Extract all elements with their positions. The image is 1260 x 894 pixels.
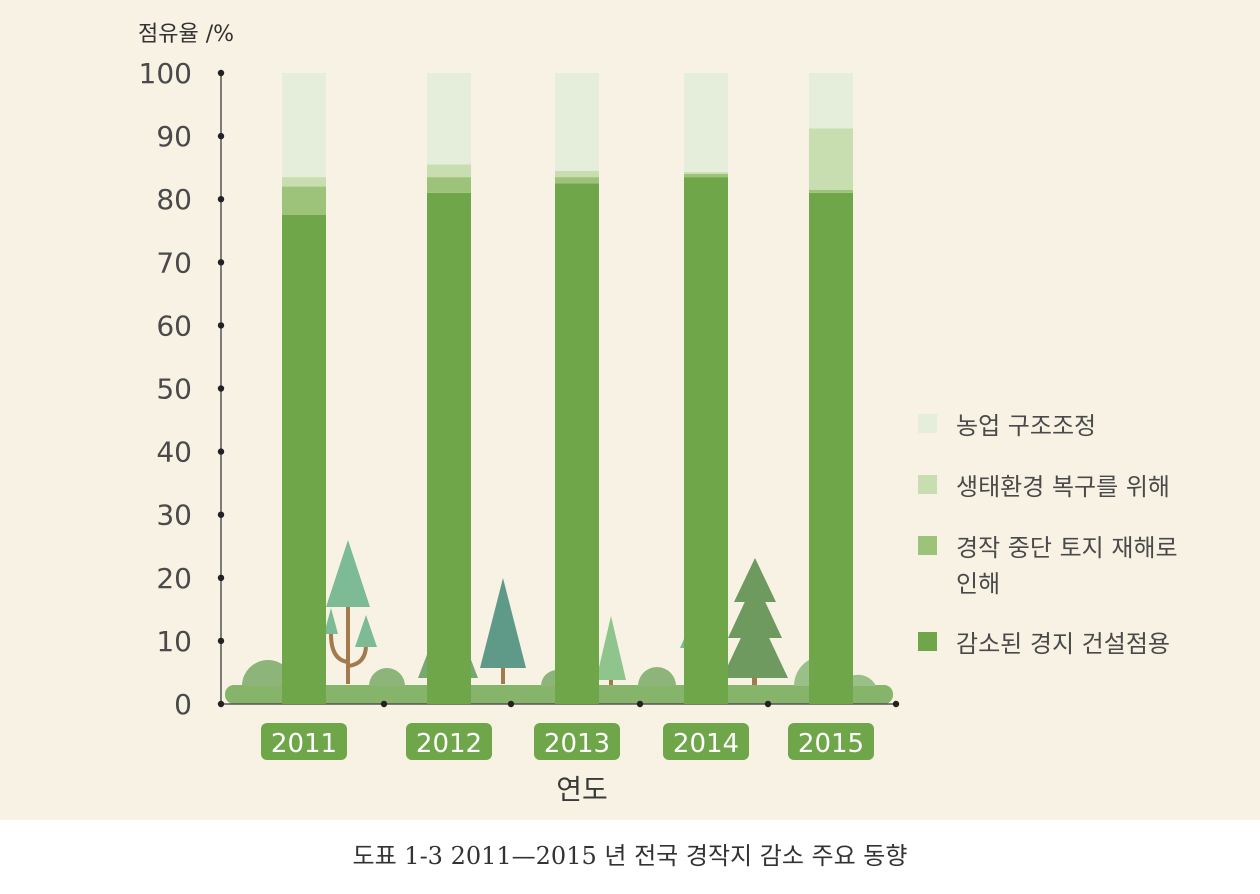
bar-segment-2014-s2 [684, 172, 728, 174]
y-tick-dot [217, 69, 225, 77]
y-tick-label: 30 [156, 499, 192, 532]
y-tick-dot [217, 322, 225, 329]
bush-icon [369, 668, 405, 686]
y-tick-dot [217, 574, 225, 581]
bar-segment-2012-s1 [427, 177, 471, 193]
y-tick-label: 20 [156, 562, 192, 595]
chart-panel: 0 10 20 30 40 50 60 70 80 90 100 점유율 /% 연도 2011 2012 2… [0, 0, 1260, 820]
legend-swatch [918, 536, 937, 555]
x-axis-label: 연도 [556, 773, 608, 806]
bar-segment-2012-s0 [427, 192, 471, 704]
y-tick-label: 100 [139, 57, 192, 90]
tree-icon [596, 616, 626, 685]
x-tick-label: 2015 [798, 729, 864, 759]
y-tick-dot [217, 196, 225, 203]
legend-swatch [918, 632, 937, 651]
y-tick-dot [217, 448, 225, 455]
bush-icon [638, 667, 676, 686]
y-tick-dot [217, 637, 225, 645]
legend-swatch [918, 414, 937, 433]
y-tick-label: 70 [156, 246, 192, 279]
tree-icon [324, 540, 377, 684]
bar-segment-2013-s1 [555, 177, 599, 184]
bars [282, 73, 853, 705]
y-tick-label: 50 [156, 373, 192, 406]
bar-segment-2015-s3 [809, 73, 853, 129]
bar-segment-2012-s2 [427, 164, 471, 178]
legend-label: 감소된 경지 건설점용 [956, 630, 1170, 658]
bar-segment-2012-s3 [427, 73, 471, 165]
bar-segment-2014-s3 [684, 73, 728, 173]
figure-caption: 도표 1-3 2011—2015 년 전국 경작지 감소 주요 동향 [352, 842, 908, 870]
bar-segment-2015-s2 [809, 128, 853, 190]
y-tick-label: 90 [156, 120, 192, 153]
tree-icon [480, 578, 526, 684]
x-category-badge [788, 723, 874, 760]
y-tick-dot [217, 700, 225, 708]
axes: 0 10 20 30 40 50 60 70 80 90 100 점유율 /% 연도 [138, 22, 900, 806]
y-tick-dot [217, 511, 225, 518]
x-category-badge [406, 723, 492, 760]
bar-segment-2011-s3 [282, 73, 326, 178]
x-tick-label: 2014 [673, 729, 739, 759]
bar-segment-2015-s1 [809, 189, 853, 193]
y-tick-label: 10 [156, 625, 192, 658]
x-category-badge [663, 723, 749, 760]
bar-segment-2015-s0 [809, 192, 853, 704]
bar-segment-2011-s0 [282, 214, 326, 704]
y-tick-dot [217, 132, 225, 140]
x-category-badge [534, 723, 620, 760]
x-tick-dot [380, 700, 388, 708]
bar-segment-2011-s2 [282, 177, 326, 187]
legend-label: 경작 중단 토지 재해로 인해 [956, 534, 1178, 598]
x-tick-dot [764, 700, 772, 708]
bar-segment-2013-s3 [555, 73, 599, 171]
bar-segment-2013-s2 [555, 170, 599, 178]
y-tick-dot [217, 385, 225, 392]
x-tick-label: 2012 [416, 729, 482, 759]
y-tick-label: 40 [156, 436, 192, 469]
y-tick-dot [217, 259, 225, 266]
x-tick-dot [636, 700, 644, 708]
y-axis-label: 점유율 /% [138, 22, 234, 47]
bar-segment-2011-s1 [282, 186, 326, 215]
y-tick-label: 0 [174, 688, 192, 721]
x-tick-label: 2013 [544, 729, 610, 759]
bar-segment-2014-s0 [684, 177, 728, 705]
legend-swatch [918, 475, 937, 494]
x-tick-label: 2011 [271, 729, 337, 759]
legend-label: 생태환경 복구를 위해 [956, 473, 1170, 501]
x-category-badge [261, 723, 347, 760]
bar-segment-2014-s1 [684, 173, 728, 178]
y-tick-label: 60 [156, 309, 192, 342]
x-category-labels: 2011 2012 2013 2014 2015 [261, 723, 874, 760]
x-tick-dot [892, 700, 900, 708]
x-tick-dot [507, 700, 515, 708]
bush-icon [242, 660, 294, 686]
bar-segment-2013-s0 [555, 183, 599, 705]
legend-label: 농업 구조조정 [956, 412, 1096, 440]
y-tick-label: 80 [156, 183, 192, 216]
